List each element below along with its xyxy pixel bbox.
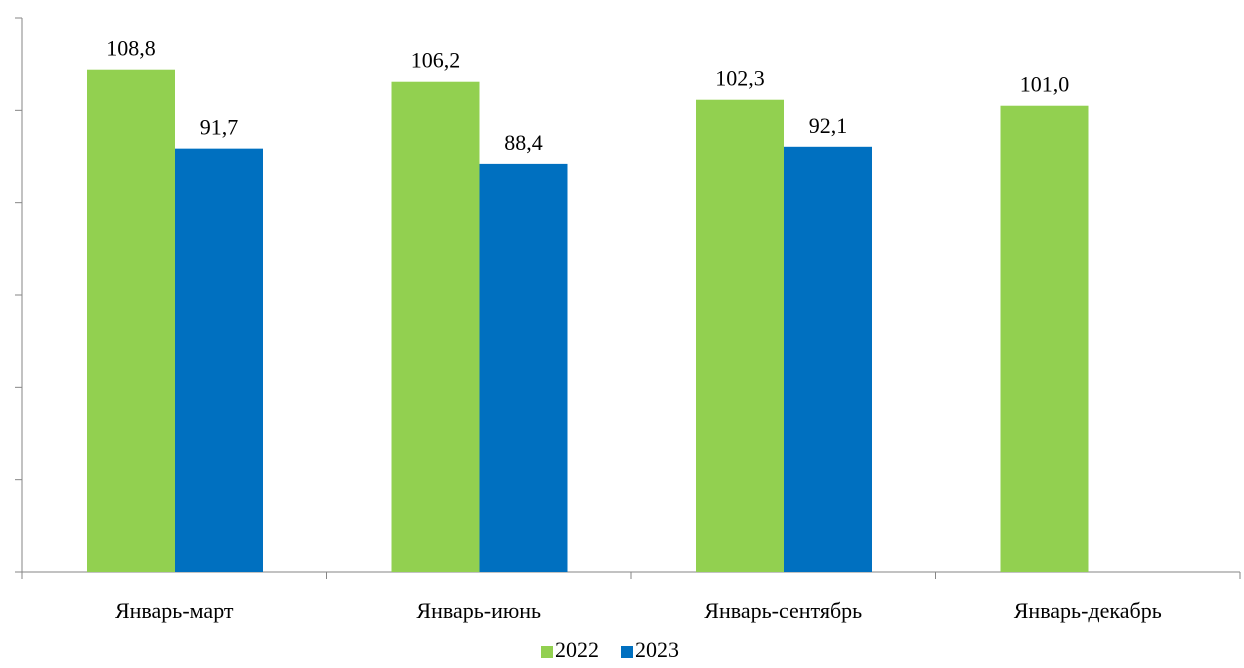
data-label-2023-1: 91,7	[200, 115, 239, 140]
bar-2022-2	[391, 81, 480, 573]
legend-swatch-2023	[621, 646, 633, 658]
data-label-2023-3: 92,1	[809, 113, 848, 138]
x-tick-label: Январь-сентябрь	[704, 598, 862, 623]
bar-2023-2	[479, 163, 568, 573]
data-label-2022-2: 106,2	[411, 48, 461, 73]
chart-bars	[87, 69, 1089, 573]
data-label-2022-3: 102,3	[715, 66, 765, 91]
x-tick-label: Январь-март	[115, 598, 234, 623]
x-tick-labels: Январь-март Январь-июнь Январь-сентябрь Янв…	[115, 598, 1162, 623]
legend-label-2023: 2023	[635, 637, 679, 662]
chart-data-labels: 108,8 106,2 102,3 101,0 91,7 88,4 92,1	[106, 36, 1069, 155]
bar-2022-4	[1000, 105, 1089, 572]
bar-2022-1	[87, 69, 175, 572]
bar-2022-3	[696, 99, 784, 572]
legend-label-2022: 2022	[555, 637, 599, 662]
data-label-2023-2: 88,4	[504, 130, 543, 155]
data-label-2022-1: 108,8	[106, 36, 156, 61]
x-tick-label: Январь-декабрь	[1014, 598, 1162, 623]
bar-2023-1	[175, 148, 263, 572]
chart-legend: 2022 2023	[541, 637, 679, 662]
legend-swatch-2022	[541, 646, 553, 658]
bar-2023-3	[784, 146, 872, 572]
x-tick-label: Январь-июнь	[416, 598, 541, 623]
data-label-2022-4: 101,0	[1020, 72, 1070, 97]
